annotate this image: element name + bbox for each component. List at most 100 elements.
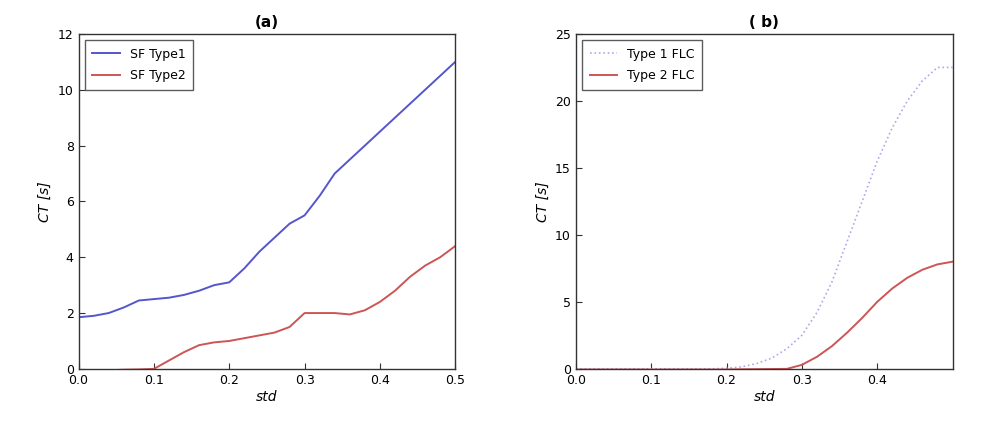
Type 1 FLC [871, 159, 883, 164]
Type 1 FLC [811, 310, 823, 315]
SF Type2 [284, 324, 296, 329]
SF Type1 [299, 213, 310, 218]
Type 1 FLC [901, 98, 913, 103]
Type 2 FLC [721, 367, 733, 372]
SF Type2 [178, 349, 190, 354]
Type 1 FLC [751, 361, 763, 366]
Type 1 FLC [676, 366, 687, 371]
Type 1 FLC [856, 199, 868, 204]
Type 1 FLC [585, 366, 597, 371]
Type 2 FLC [856, 315, 868, 321]
Type 2 FLC [781, 366, 792, 371]
SF Type2 [87, 368, 99, 373]
Type 1 FLC [796, 333, 808, 338]
SF Type2 [434, 255, 446, 260]
Type 2 FLC [645, 367, 657, 372]
SF Type2 [374, 299, 386, 304]
Type 2 FLC [766, 366, 778, 371]
SF Type1 [450, 59, 462, 64]
Type 2 FLC [932, 262, 944, 267]
Type 1 FLC [660, 366, 672, 371]
SF Type2 [163, 358, 175, 363]
X-axis label: std: std [753, 390, 775, 404]
SF Type2 [239, 336, 250, 341]
Type 1 FLC [842, 239, 853, 244]
SF Type2 [223, 338, 235, 343]
SF Type2 [359, 308, 371, 313]
Type 2 FLC [705, 367, 717, 372]
SF Type1 [163, 295, 175, 300]
SF Type1 [87, 313, 99, 318]
Type 2 FLC [570, 367, 581, 372]
Type 1 FLC [781, 346, 792, 351]
SF Type2 [299, 310, 310, 315]
Type 2 FLC [736, 367, 747, 372]
Legend: Type 1 FLC, Type 2 FLC: Type 1 FLC, Type 2 FLC [582, 40, 702, 90]
Type 1 FLC [600, 366, 612, 371]
Type 2 FLC [660, 367, 672, 372]
Title: (a): (a) [255, 15, 279, 30]
Line: Type 1 FLC: Type 1 FLC [575, 67, 953, 369]
Type 2 FLC [901, 275, 913, 280]
Type 1 FLC [887, 125, 899, 130]
Type 2 FLC [811, 354, 823, 360]
SF Type2 [314, 310, 326, 315]
Type 2 FLC [751, 367, 763, 372]
Type 1 FLC [570, 366, 581, 371]
Type 1 FLC [947, 65, 958, 70]
SF Type2 [73, 368, 84, 373]
SF Type1 [148, 296, 160, 301]
Type 1 FLC [721, 365, 733, 371]
SF Type1 [103, 310, 115, 315]
Type 2 FLC [887, 286, 899, 291]
SF Type1 [405, 101, 416, 106]
Type 2 FLC [585, 367, 597, 372]
Y-axis label: CT [s]: CT [s] [535, 181, 550, 222]
Type 2 FLC [796, 363, 808, 368]
Type 1 FLC [630, 366, 642, 371]
SF Type1 [178, 293, 190, 298]
SF Type1 [208, 282, 220, 287]
Type 2 FLC [871, 299, 883, 304]
Type 2 FLC [842, 330, 853, 335]
SF Type2 [389, 288, 401, 293]
X-axis label: std: std [256, 390, 278, 404]
SF Type2 [405, 274, 416, 279]
SF Type2 [103, 368, 115, 373]
Type 1 FLC [690, 366, 702, 371]
SF Type2 [148, 366, 160, 371]
SF Type1 [73, 315, 84, 320]
Legend: SF Type1, SF Type2: SF Type1, SF Type2 [84, 40, 193, 90]
Type 1 FLC [932, 65, 944, 70]
SF Type2 [193, 343, 205, 348]
SF Type1 [344, 157, 355, 162]
SF Type1 [239, 266, 250, 271]
SF Type1 [374, 129, 386, 134]
Type 1 FLC [645, 366, 657, 371]
SF Type1 [434, 73, 446, 78]
SF Type1 [419, 87, 431, 92]
Type 1 FLC [736, 364, 747, 369]
SF Type1 [118, 305, 130, 310]
Type 1 FLC [916, 78, 928, 84]
SF Type1 [223, 280, 235, 285]
SF Type1 [389, 115, 401, 120]
Type 2 FLC [916, 267, 928, 272]
SF Type2 [268, 330, 280, 335]
SF Type2 [208, 340, 220, 345]
SF Type1 [193, 288, 205, 293]
SF Type1 [284, 221, 296, 226]
Type 1 FLC [826, 279, 838, 285]
SF Type2 [118, 367, 130, 372]
Type 2 FLC [690, 367, 702, 372]
SF Type1 [359, 143, 371, 148]
Type 1 FLC [766, 356, 778, 361]
Type 2 FLC [615, 367, 627, 372]
Type 2 FLC [826, 343, 838, 349]
SF Type2 [344, 312, 355, 317]
SF Type1 [314, 193, 326, 198]
SF Type2 [133, 367, 144, 372]
Y-axis label: CT [s]: CT [s] [38, 181, 52, 222]
Type 2 FLC [600, 367, 612, 372]
SF Type1 [268, 235, 280, 240]
